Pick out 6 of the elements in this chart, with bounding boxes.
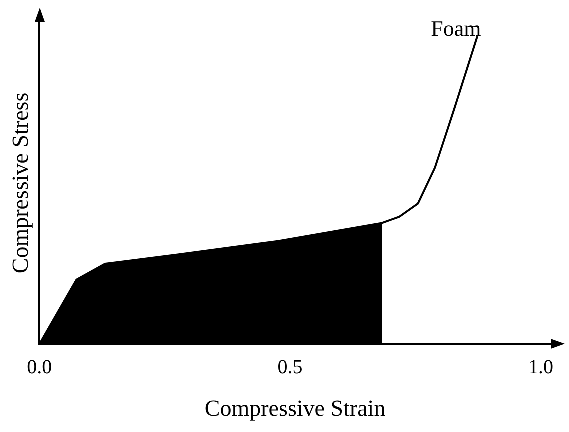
series-label: Foam	[431, 16, 482, 42]
x-tick-label: 0.0	[27, 356, 52, 379]
x-tick-label: 0.5	[278, 356, 303, 379]
y-axis-title: Compressive Stress	[8, 92, 33, 274]
x-axis-title: Compressive Strain	[204, 396, 386, 422]
x-tick-label: 1.0	[528, 356, 554, 379]
